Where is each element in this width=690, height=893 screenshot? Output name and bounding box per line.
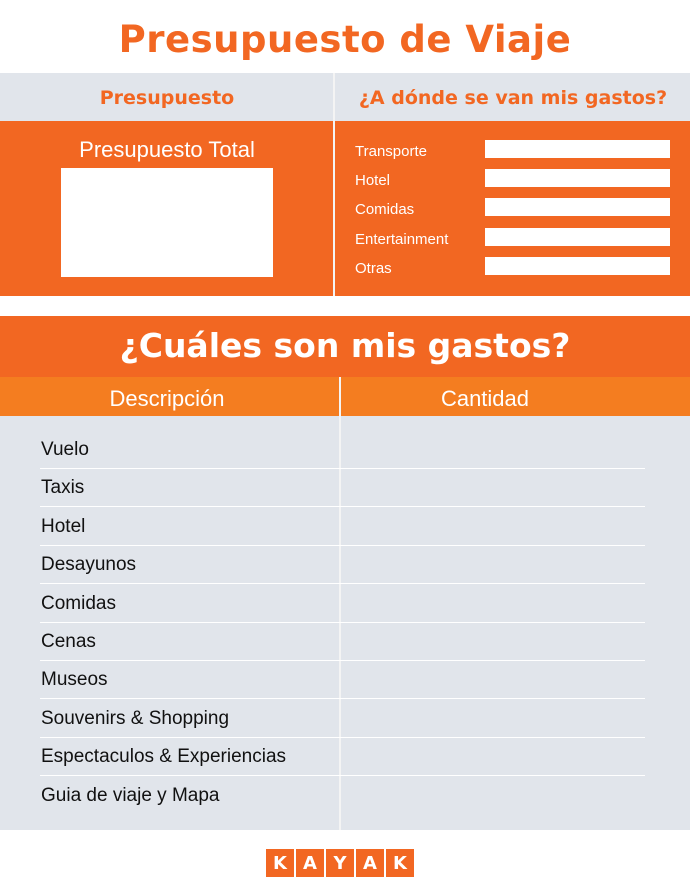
row-divider <box>40 736 645 738</box>
expense-amount-field[interactable] <box>341 546 645 583</box>
total-budget-label: Presupuesto Total <box>79 137 255 162</box>
section-header-band <box>0 73 690 121</box>
expense-amount-field[interactable] <box>341 585 645 622</box>
category-field[interactable] <box>485 169 670 187</box>
logo-letter: A <box>356 849 384 877</box>
expense-row-label: Guia de viaje y Mapa <box>41 784 220 806</box>
row-divider <box>40 506 645 508</box>
row-divider <box>40 583 645 585</box>
expenses-table <box>0 416 690 830</box>
expense-amount-field[interactable] <box>341 738 645 775</box>
logo-letter: K <box>386 849 414 877</box>
expenses-title: ¿Cuáles son mis gastos? <box>119 326 571 365</box>
spending-header: ¿A dónde se van mis gastos? <box>358 87 668 109</box>
row-divider <box>40 621 645 623</box>
expense-amount-field[interactable] <box>341 431 645 468</box>
budget-header: Presupuesto <box>99 87 235 109</box>
category-field[interactable] <box>485 228 670 246</box>
expense-row-label: Espectaculos & Experiencias <box>41 746 287 768</box>
row-divider <box>40 660 645 661</box>
category-field[interactable] <box>485 198 670 216</box>
expense-amount-field[interactable] <box>341 700 645 737</box>
column-header-description: Descripción <box>109 386 225 411</box>
row-divider <box>40 544 645 546</box>
expense-amount-field[interactable] <box>341 508 645 545</box>
row-divider <box>40 775 645 777</box>
logo-letter: K <box>266 849 294 877</box>
expense-amount-field[interactable] <box>341 469 645 506</box>
expenses-title-band <box>0 316 690 377</box>
row-divider <box>40 468 645 469</box>
column-header-amount: Cantidad <box>440 386 530 411</box>
logo-letter: Y <box>326 849 354 877</box>
row-divider <box>40 698 645 700</box>
expense-row-label: Cenas <box>41 631 96 652</box>
expense-row-label: Museos <box>41 669 108 691</box>
table-header-band <box>0 377 690 416</box>
kayak-logo: K A Y A K <box>266 849 414 877</box>
expense-amount-field[interactable] <box>341 623 645 660</box>
total-budget-field[interactable] <box>61 168 273 277</box>
category-label: Comidas <box>355 201 415 218</box>
category-label: Otras <box>355 260 392 277</box>
category-field[interactable] <box>485 140 670 158</box>
expense-row-label: Desayunos <box>41 554 137 576</box>
category-label: Entertainment <box>355 231 449 248</box>
expense-row-label: Souvenirs & Shopping <box>41 707 230 729</box>
divider <box>333 73 335 296</box>
expense-amount-field[interactable] <box>341 661 645 698</box>
category-label: Hotel <box>355 172 391 189</box>
expense-row-label: Comidas <box>41 592 116 614</box>
column-divider <box>339 377 341 830</box>
page-title: Presupuesto de Viaje <box>118 18 572 61</box>
category-label: Transporte <box>355 143 427 160</box>
category-field[interactable] <box>485 257 670 275</box>
expense-row-label: Vuelo <box>41 439 89 460</box>
expense-row-label: Hotel <box>41 515 86 537</box>
logo-letter: A <box>296 849 324 877</box>
expense-row-label: Taxis <box>41 477 85 499</box>
expense-amount-field[interactable] <box>341 777 645 814</box>
